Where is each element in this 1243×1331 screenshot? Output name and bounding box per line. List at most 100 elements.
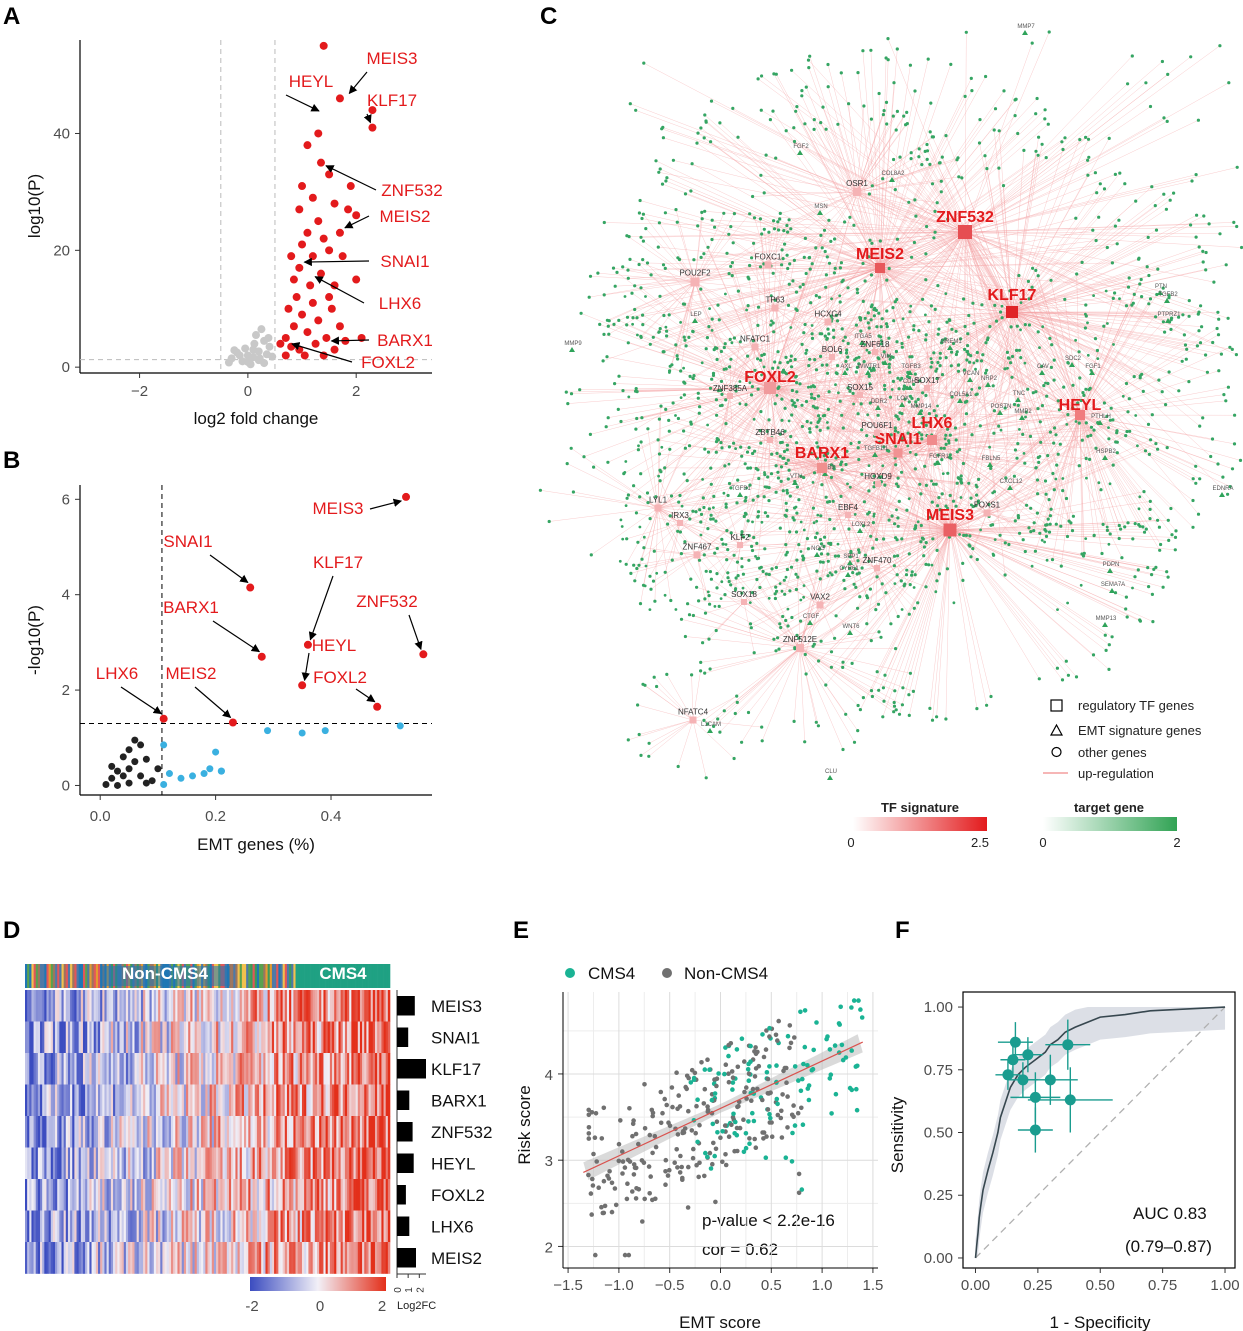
target-node xyxy=(1104,289,1108,293)
target-node xyxy=(1217,317,1221,321)
target-node xyxy=(1202,214,1206,218)
network-edge xyxy=(716,439,771,442)
network-edge xyxy=(949,529,1164,588)
heat-cell xyxy=(48,1053,52,1085)
group-bar-cell xyxy=(80,964,84,988)
network-edge xyxy=(926,387,946,436)
heat-cell xyxy=(198,1084,202,1117)
network-edge xyxy=(926,354,957,389)
heat-cell xyxy=(286,1053,290,1085)
network-edge xyxy=(801,405,951,531)
target-node xyxy=(993,303,997,307)
heat-cell xyxy=(143,990,146,1022)
label-lhx6: LHX6 xyxy=(96,664,139,683)
network-edge xyxy=(1079,414,1120,539)
target-node xyxy=(886,37,890,41)
target-node xyxy=(925,224,929,229)
target-node xyxy=(697,411,701,415)
arrow-klf17 xyxy=(308,575,334,641)
target-node xyxy=(893,188,897,192)
network-edge xyxy=(799,647,859,706)
target-node xyxy=(890,388,894,391)
heat-cell xyxy=(235,1053,238,1085)
heat-cell xyxy=(37,1053,41,1085)
target-node xyxy=(1092,294,1095,297)
target-node xyxy=(1148,297,1153,301)
heat-cell xyxy=(188,990,191,1022)
panel-labels: A B C D E F xyxy=(3,3,910,944)
target-node xyxy=(620,525,624,528)
network-edge xyxy=(826,364,933,441)
target-node xyxy=(759,441,763,445)
target-node xyxy=(817,295,822,299)
heat-cell xyxy=(314,1084,318,1117)
network-edge xyxy=(1011,311,1172,330)
target-node xyxy=(790,365,794,369)
target-node xyxy=(856,703,860,708)
network-edge xyxy=(949,371,959,531)
red-point-lhx6 xyxy=(159,714,168,723)
target-node xyxy=(808,430,812,434)
emt-label-spp1: SPP1 xyxy=(843,554,859,560)
heatmap-group-noncms4: Non-CMS4 xyxy=(122,964,208,983)
target-node xyxy=(699,520,703,524)
blue-point xyxy=(217,767,225,775)
target-node xyxy=(752,216,757,220)
red-point xyxy=(327,304,336,313)
heat-cell xyxy=(222,990,225,1022)
network-edge xyxy=(828,356,833,392)
target-node xyxy=(644,295,647,298)
target-node xyxy=(667,313,671,317)
target-node xyxy=(824,285,828,289)
target-node xyxy=(876,413,880,417)
target-node xyxy=(660,182,665,186)
network-edge xyxy=(772,111,881,269)
network-edge xyxy=(657,449,670,509)
heat-cell xyxy=(310,1084,314,1117)
heat-cell xyxy=(25,1084,28,1117)
target-node xyxy=(699,533,703,537)
tf-label-klf17: KLF17 xyxy=(988,287,1037,304)
network-edge xyxy=(879,267,1039,409)
target-node xyxy=(640,557,644,561)
target-node xyxy=(824,683,828,687)
target-node xyxy=(943,437,947,441)
target-node xyxy=(997,424,1001,428)
target-node xyxy=(657,331,660,334)
network-edge xyxy=(693,231,966,260)
target-node xyxy=(1067,361,1070,365)
target-node xyxy=(596,271,600,275)
network-edge xyxy=(897,365,941,454)
target-node xyxy=(970,503,973,507)
heat-cell xyxy=(323,1021,326,1054)
target-node xyxy=(1169,327,1173,331)
red-point xyxy=(325,293,334,302)
target-node xyxy=(923,149,927,153)
network-edge xyxy=(729,439,771,448)
target-node xyxy=(1041,325,1045,329)
target-node xyxy=(1086,353,1090,357)
target-node xyxy=(814,294,818,298)
heat-cell xyxy=(46,1021,49,1054)
heat-cell xyxy=(383,1053,387,1085)
target-node xyxy=(1160,59,1164,64)
network-edge xyxy=(1076,273,1081,416)
heat-cell xyxy=(115,990,118,1022)
target-node xyxy=(652,549,656,553)
heat-cell xyxy=(220,1053,223,1085)
target-node xyxy=(1013,448,1018,452)
target-node xyxy=(1212,280,1216,284)
network-edge xyxy=(931,427,1092,441)
heat-cell xyxy=(220,990,223,1022)
network-edge xyxy=(640,719,694,756)
target-node xyxy=(751,194,755,199)
target-node xyxy=(805,348,809,352)
target-node xyxy=(979,359,984,363)
heat-cell xyxy=(248,1021,251,1054)
target-node xyxy=(676,529,680,533)
target-node xyxy=(709,466,713,470)
heat-cell xyxy=(297,990,301,1022)
heat-cell xyxy=(27,1084,30,1117)
target-node xyxy=(778,211,782,215)
network-edge xyxy=(821,352,870,469)
